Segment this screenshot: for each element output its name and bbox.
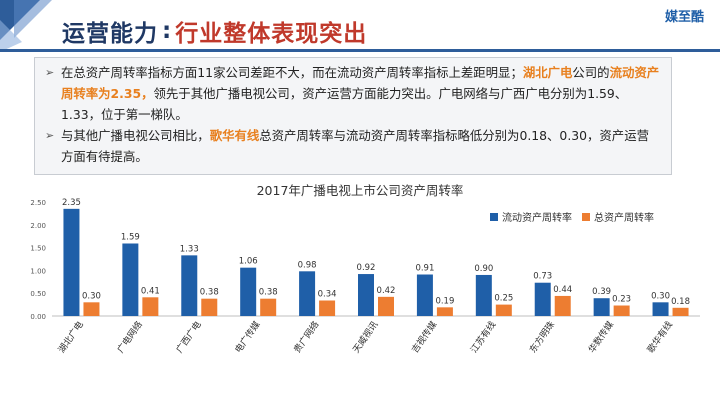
- arrow-bullet-icon: ➢: [45, 129, 55, 142]
- data-label: 0.44: [553, 285, 572, 295]
- bar-current-asset-turnover: [122, 243, 139, 316]
- data-label: 0.30: [651, 291, 670, 301]
- bar-total-asset-turnover: [613, 305, 630, 316]
- highlight-text: 流动资产周转率为2.35，: [61, 65, 660, 101]
- bar-total-asset-turnover: [83, 302, 100, 316]
- highlight-text: 湖北广电: [522, 65, 573, 80]
- legend-swatch: [490, 212, 498, 221]
- bar-current-asset-turnover: [63, 208, 80, 316]
- header-divider: [0, 49, 720, 52]
- bullet-text: 在总资产周转率指标方面11家公司差距不大，而在流动资产周转率指标上差距明显；湖北…: [61, 62, 661, 125]
- chart-legend: 流动资产周转率 总资产周转率: [490, 209, 664, 224]
- bullet-segment: 总资产周转率与流动资产周转率指标略低分别为0.18、0.30，资产运营方面有待提…: [61, 128, 649, 164]
- corner-decoration: [0, 0, 52, 52]
- data-label: 0.98: [298, 260, 317, 270]
- data-label: 0.90: [474, 264, 493, 274]
- bullet-text: 与其他广播电视公司相比，歌华有线总资产周转率与流动资产周转率指标略低分别为0.1…: [61, 125, 661, 167]
- x-tick-label: 华数传媒: [586, 319, 616, 355]
- bar-current-asset-turnover: [534, 282, 551, 316]
- bar-current-asset-turnover: [652, 302, 669, 316]
- bar-current-asset-turnover: [240, 267, 257, 316]
- x-tick-label: 电广传媒: [232, 319, 262, 355]
- bar-total-asset-turnover: [260, 298, 277, 316]
- data-label: 0.39: [592, 287, 611, 297]
- legend-label: 总资产周转率: [594, 213, 654, 224]
- data-label: 0.18: [671, 297, 690, 307]
- page-title: 运营能力 : 行业整体表现突出: [62, 14, 367, 48]
- data-label: 0.38: [259, 288, 278, 298]
- x-tick-label: 贵广网络: [291, 319, 321, 355]
- bar-total-asset-turnover: [495, 304, 512, 316]
- bullet-segment: 领先于其他广播电视公司，资产运营方面能力突出。广电网络与广西广电分别为1.59、…: [61, 86, 628, 122]
- highlight-text: 歌华有线: [209, 128, 260, 143]
- data-label: 0.42: [377, 286, 396, 296]
- chart-title: 2017年广播电视上市公司资产周转率: [256, 183, 464, 198]
- data-label: 1.33: [180, 244, 199, 254]
- legend-item: 总资产周转率: [582, 209, 654, 224]
- bar-total-asset-turnover: [672, 307, 689, 316]
- data-label: 0.41: [141, 286, 160, 296]
- bullet-segment: 在总资产周转率指标方面11家公司差距不大，而在流动资产周转率指标上差距明显；: [61, 65, 523, 80]
- bar-total-asset-turnover: [554, 295, 571, 316]
- bar-current-asset-turnover: [299, 271, 316, 316]
- data-label: 0.19: [435, 296, 454, 306]
- arrow-bullet-icon: ➢: [45, 66, 55, 79]
- x-tick-label: 广电网络: [114, 319, 144, 355]
- y-tick-label: 2.50: [30, 199, 46, 207]
- bar-current-asset-turnover: [181, 255, 198, 316]
- data-label: 0.91: [415, 264, 434, 274]
- data-label: 1.06: [239, 257, 258, 267]
- bar-total-asset-turnover: [436, 307, 453, 316]
- bar-total-asset-turnover: [201, 298, 218, 316]
- x-tick-label: 天威视讯: [350, 319, 380, 355]
- legend-label: 流动资产周转率: [502, 213, 572, 224]
- bullet-item: ➢ 在总资产周转率指标方面11家公司差距不大，而在流动资产周转率指标上差距明显；…: [45, 62, 661, 125]
- y-tick-label: 0.00: [30, 313, 46, 321]
- title-separator: :: [162, 18, 172, 44]
- data-label: 1.59: [121, 232, 140, 242]
- bar-current-asset-turnover: [593, 298, 610, 316]
- title-subtitle: 行业整体表现突出: [175, 21, 368, 47]
- data-label: 2.35: [62, 198, 81, 208]
- data-label: 0.30: [82, 291, 101, 301]
- x-tick-label: 吉视传媒: [409, 319, 439, 355]
- y-tick-label: 0.50: [30, 290, 46, 298]
- bullet-segment: 与其他广播电视公司相比，: [61, 128, 210, 143]
- bullet-segment: 公司的: [572, 65, 610, 80]
- y-tick-label: 1.50: [30, 245, 46, 253]
- data-label: 0.73: [533, 272, 552, 282]
- bar-current-asset-turnover: [416, 274, 433, 316]
- bullet-item: ➢ 与其他广播电视公司相比，歌华有线总资产周转率与流动资产周转率指标略低分别为0…: [45, 125, 661, 167]
- x-tick-label: 广西广电: [173, 319, 203, 355]
- data-label: 0.34: [318, 289, 337, 299]
- y-tick-label: 1.00: [30, 267, 46, 275]
- x-tick-label: 江苏有线: [468, 319, 498, 355]
- title-main: 运营能力: [62, 21, 158, 47]
- bar-total-asset-turnover: [378, 296, 394, 316]
- y-tick-label: 2.00: [30, 222, 46, 230]
- brand-logo: 媒至酷: [664, 10, 704, 25]
- data-label: 0.92: [357, 263, 376, 273]
- legend-item: 流动资产周转率: [490, 209, 572, 224]
- bar-current-asset-turnover: [358, 274, 374, 316]
- bar-total-asset-turnover: [142, 297, 159, 316]
- bar-current-asset-turnover: [475, 274, 492, 316]
- x-tick-label: 湖北广电: [55, 319, 85, 355]
- data-label: 0.25: [494, 294, 513, 304]
- legend-swatch: [582, 212, 590, 221]
- x-tick-label: 歌华有线: [645, 319, 675, 355]
- bar-total-asset-turnover: [319, 300, 336, 316]
- description-box: ➢ 在总资产周转率指标方面11家公司差距不大，而在流动资产周转率指标上差距明显；…: [34, 57, 672, 175]
- data-label: 0.23: [612, 295, 631, 305]
- data-label: 0.38: [200, 288, 219, 298]
- x-tick-label: 东方明珠: [527, 319, 557, 355]
